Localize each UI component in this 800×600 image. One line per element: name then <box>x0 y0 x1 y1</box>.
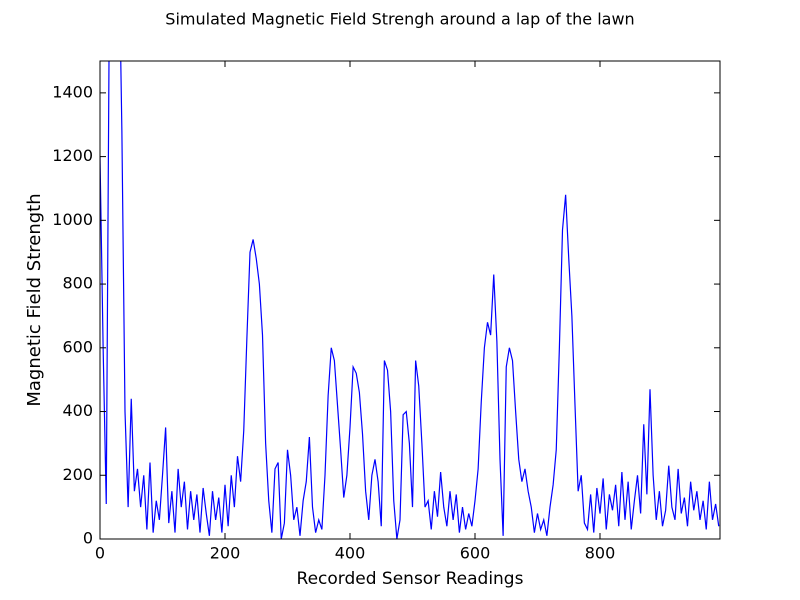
x-axis-label: Recorded Sensor Readings <box>297 569 524 589</box>
x-tick-label: 800 <box>585 544 616 563</box>
y-tick-label: 800 <box>62 274 93 293</box>
y-axis-label: Magnetic Field Strength <box>24 193 45 406</box>
y-tick-label: 200 <box>62 465 93 484</box>
y-tick-label: 0 <box>83 529 93 548</box>
x-tick-label: 600 <box>460 544 491 563</box>
y-tick-label: 600 <box>62 337 93 356</box>
y-tick-label: 1000 <box>52 210 93 229</box>
y-tick-label: 1400 <box>52 82 93 101</box>
plot-frame <box>99 60 721 540</box>
data-line <box>100 61 720 539</box>
x-tick-label: 0 <box>95 544 105 563</box>
x-tick-label: 200 <box>210 544 241 563</box>
y-tick-label: 400 <box>62 401 93 420</box>
y-tick-label: 1200 <box>52 146 93 165</box>
x-tick-label: 400 <box>335 544 366 563</box>
plot-area <box>100 61 720 539</box>
chart-title: Simulated Magnetic Field Strengh around … <box>165 10 634 29</box>
